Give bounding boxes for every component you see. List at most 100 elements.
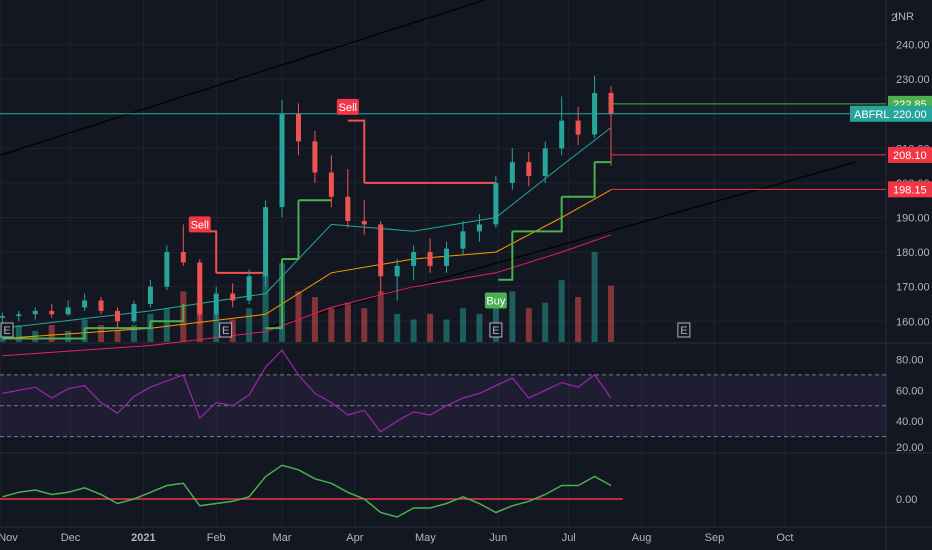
volume-bar	[311, 297, 318, 342]
sell-signal-box	[336, 98, 359, 115]
x-tick-label: Apr	[346, 532, 363, 544]
volume-bar	[246, 308, 253, 342]
candle-body	[263, 207, 269, 277]
candle-body	[213, 293, 219, 315]
volume-bar	[65, 330, 72, 342]
currency-label: INR	[895, 11, 914, 23]
candle-body	[378, 224, 384, 277]
candle-body	[444, 248, 450, 266]
volume-bar	[344, 302, 351, 342]
candle-body	[98, 300, 104, 311]
x-tick-label: Sep	[705, 532, 725, 544]
sell-signal-label: Sell	[191, 219, 209, 231]
price-level-tag	[888, 146, 932, 163]
candle-body	[394, 265, 400, 277]
rsi-tick-label: 40.00	[896, 416, 924, 428]
candle-body	[575, 120, 581, 135]
earnings-marker	[0, 322, 14, 338]
trendline	[0, 0, 487, 156]
volume-bar	[427, 313, 434, 342]
candle-body	[115, 310, 121, 322]
supertrend-line	[561, 162, 596, 198]
volume-bar	[361, 308, 368, 342]
volume-bar	[410, 319, 417, 342]
volume-bar	[98, 325, 105, 342]
volume-bar	[15, 325, 22, 342]
supertrend-line	[512, 196, 563, 233]
rsi-panel[interactable]	[0, 349, 886, 438]
price-tick-partial: 2	[891, 12, 897, 24]
price-tick-label: 240.00	[896, 40, 930, 52]
price-tick-label: 170.00	[896, 282, 930, 294]
supertrend-line	[498, 231, 514, 281]
sell-signal-label: Sell	[339, 102, 357, 114]
earnings-marker-label: E	[492, 325, 499, 337]
candle-body	[0, 316, 5, 318]
candle-body	[230, 293, 236, 301]
candle-body	[82, 300, 88, 308]
x-tick-label: Mar	[273, 532, 292, 544]
supertrend-line	[150, 303, 185, 323]
moving-average-line	[2, 127, 612, 329]
earnings-marker-label: E	[222, 325, 229, 337]
volume-bar	[262, 274, 269, 342]
x-tick-label: Aug	[632, 532, 652, 544]
candle-body	[493, 182, 499, 225]
candle-body	[197, 262, 203, 315]
candle-body	[16, 314, 22, 317]
candle-body	[411, 252, 417, 266]
candle-body	[164, 252, 170, 287]
price-tick-label: 230.00	[896, 74, 930, 86]
volume-bar	[377, 291, 384, 342]
volume-bar	[295, 291, 302, 342]
oscillator-panel[interactable]	[0, 464, 623, 518]
price-level-tag-text: 198.15	[893, 184, 927, 196]
x-tick-label: Oct	[776, 532, 793, 544]
x-tick-label: Jul	[562, 532, 576, 544]
candle-body	[608, 93, 614, 114]
candle-body	[427, 252, 433, 266]
supertrend-line	[265, 259, 284, 330]
supertrend-line	[84, 321, 152, 330]
buy-signal-label: Buy	[486, 296, 505, 308]
volume-bar	[163, 308, 170, 342]
rsi-tick-label: 80.00	[896, 354, 924, 366]
candle-body	[147, 286, 153, 304]
moving-average-line	[2, 234, 612, 357]
supertrend-line	[347, 119, 366, 183]
rsi-line	[2, 349, 612, 433]
oscillator-tick-label: 0.00	[896, 494, 917, 506]
volume-bar	[48, 325, 55, 342]
candle-body	[180, 252, 186, 263]
candle-body	[131, 303, 137, 322]
price-level-tag-text: 208.10	[893, 150, 927, 162]
volume-bar	[492, 297, 499, 342]
volume-bar	[558, 280, 565, 342]
volume-bar	[575, 297, 582, 342]
candle-body	[542, 148, 548, 176]
earnings-marker	[219, 322, 233, 338]
price-panel[interactable]: Sell Sell Buy E E E E	[0, 0, 886, 357]
candle-body	[361, 220, 367, 225]
candle-body	[509, 162, 515, 183]
earnings-marker-label: E	[680, 325, 687, 337]
price-tick-label: 160.00	[896, 316, 930, 328]
candle-body	[345, 196, 351, 221]
symbol-tag-text: ABFRL	[854, 109, 889, 121]
candle-body	[279, 113, 285, 208]
candle-body	[559, 120, 565, 149]
sell-signal-box	[188, 216, 211, 233]
x-tick-label: 2021	[131, 532, 155, 544]
candle-body	[328, 172, 334, 197]
candle-body	[526, 162, 532, 176]
volume-bar	[476, 313, 483, 342]
rsi-tick-label: 60.00	[896, 385, 924, 397]
volume-bar	[130, 325, 137, 342]
supertrend-line	[282, 200, 300, 260]
candle-body	[246, 276, 252, 301]
volume-bar	[328, 308, 335, 342]
candle-body	[312, 141, 318, 173]
